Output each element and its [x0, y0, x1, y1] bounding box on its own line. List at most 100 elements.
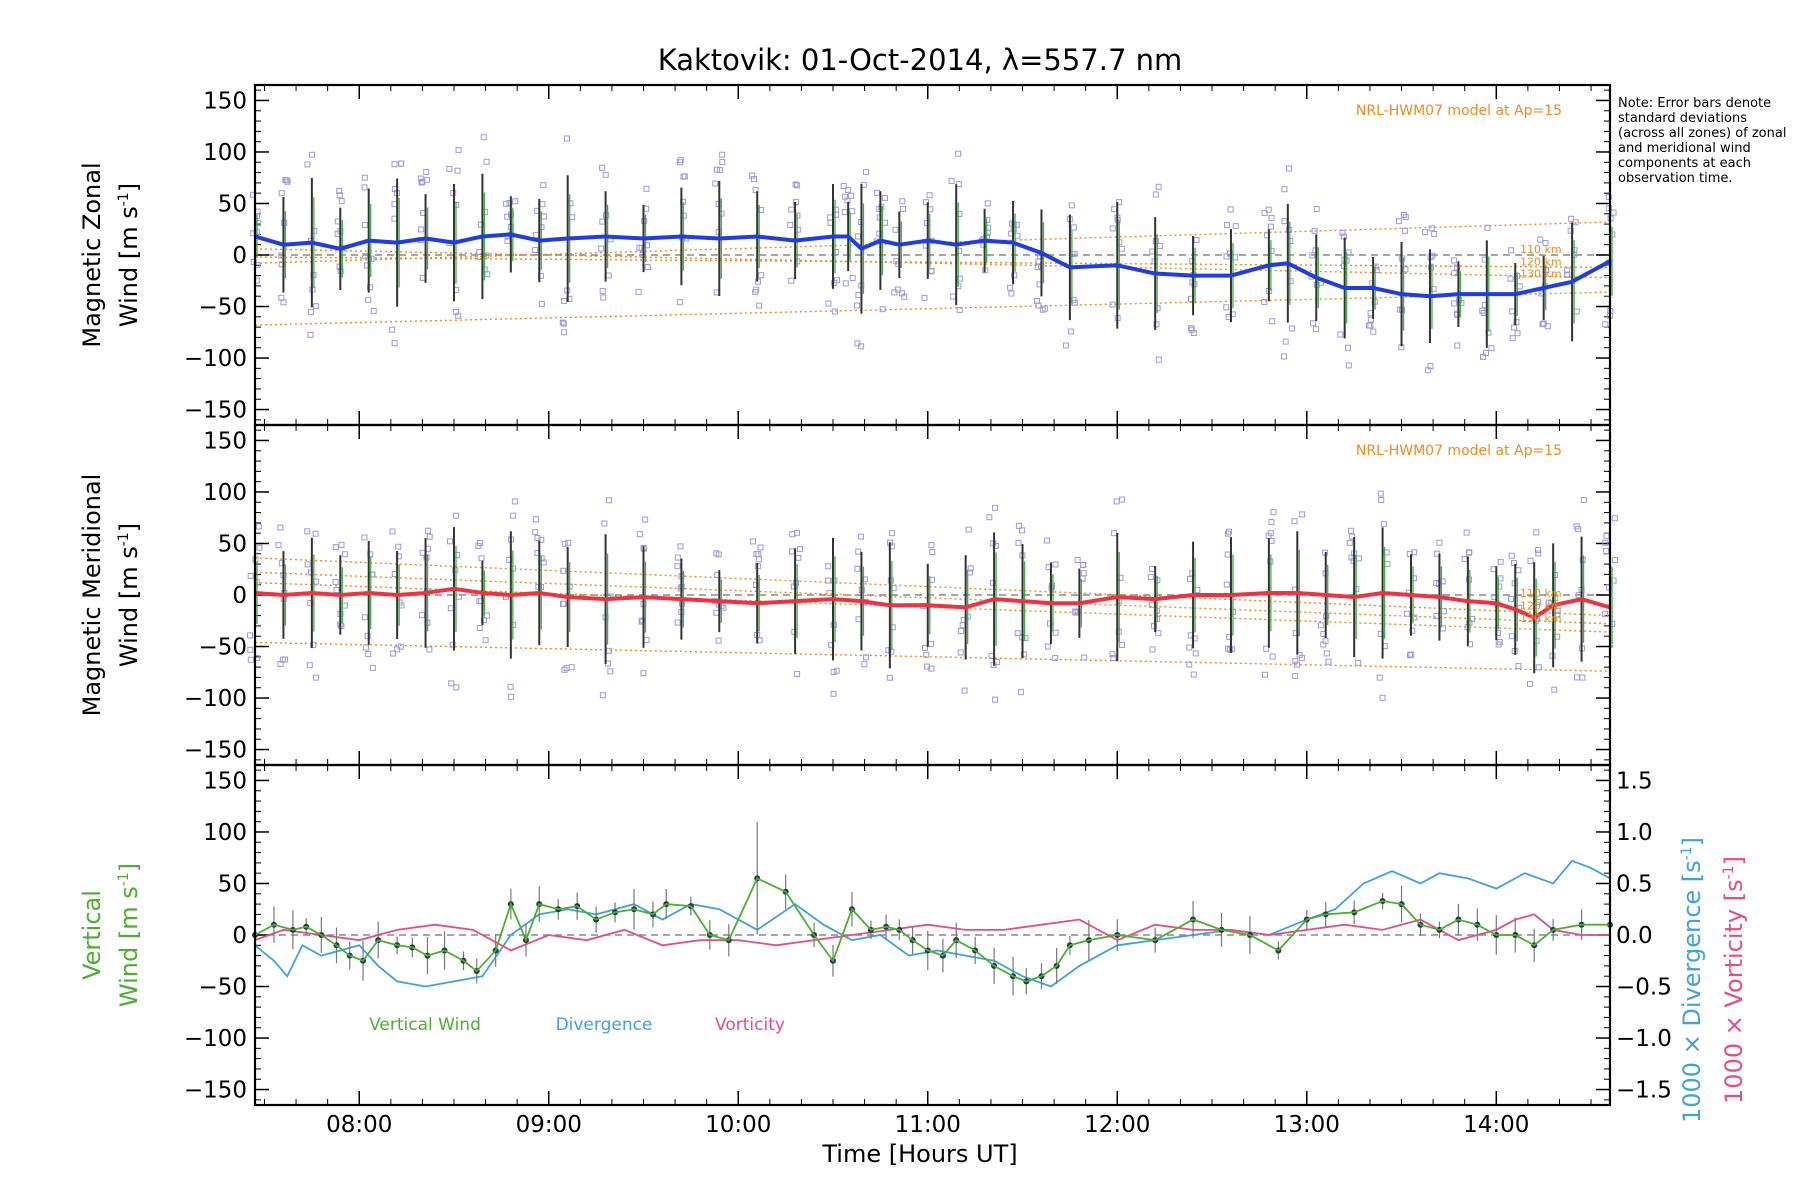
scatter-point [478, 555, 485, 562]
scatter-point [1309, 252, 1316, 259]
scatter-point [922, 199, 929, 206]
y2-tick-label: −0.5 [1616, 975, 1672, 1001]
chart-panels: 150 100 50 0 −50 −100 −150 Magnetic Zonal Wind [… [78, 83, 1748, 1123]
scatter-point [503, 200, 510, 207]
scatter-point [1291, 518, 1298, 525]
scatter-point [788, 277, 795, 284]
scatter-point [1377, 490, 1384, 497]
scatter-point [1602, 321, 1609, 328]
y-axis-label-line2: Wind [m s-1] [115, 863, 143, 1007]
scatter-point [862, 169, 869, 176]
scatter-point [714, 166, 721, 173]
scatter-point [1603, 548, 1610, 555]
y2-tick-label: 1.0 [1616, 820, 1653, 846]
scatter-point [928, 542, 935, 549]
scatter-point [1407, 652, 1414, 659]
scatter-point [601, 520, 608, 527]
y-tick-label: −150 [184, 738, 247, 764]
scatter-point [1186, 575, 1193, 582]
scatter-point [1579, 556, 1586, 563]
scatter-point [1488, 345, 1495, 352]
scatter-point [1074, 556, 1081, 563]
scatter-point [304, 528, 311, 535]
scatter-point [1313, 205, 1320, 212]
scatter-point [855, 548, 862, 555]
scatter-point [921, 644, 928, 651]
scatter-point [831, 308, 838, 315]
scatter-point [858, 343, 865, 350]
scatter-point [1507, 275, 1514, 282]
scatter-point [1110, 655, 1117, 662]
scatter-point [1568, 215, 1575, 222]
scatter-point [1325, 658, 1332, 665]
scatter-point [538, 536, 545, 543]
scatter-point [1410, 575, 1417, 582]
scatter-point [455, 147, 462, 154]
scatter-point [1411, 549, 1418, 556]
scatter-point [1227, 206, 1234, 213]
scatter-point [853, 302, 860, 309]
scatter-point [1190, 671, 1197, 678]
scatter-point [1397, 306, 1404, 313]
scatter-point [1428, 225, 1435, 232]
scatter-point [390, 650, 397, 657]
scatter-point [599, 164, 606, 171]
scatter-point [512, 198, 519, 205]
scatter-point [958, 627, 965, 634]
scatter-point [539, 201, 546, 208]
scatter-point [959, 622, 966, 629]
scatter-point [1602, 539, 1609, 546]
y-tick-label: 50 [218, 531, 247, 557]
scatter-point [1068, 202, 1075, 209]
scatter-point [307, 308, 314, 315]
scatter-point [417, 175, 424, 182]
scatter-point [1603, 532, 1610, 539]
scatter-point [312, 530, 319, 537]
scatter-point [795, 554, 802, 561]
scatter-point [1068, 328, 1075, 335]
scatter-point [1156, 242, 1163, 249]
scatter-point [842, 280, 849, 287]
scatter-point [278, 294, 285, 301]
scatter-point [1044, 537, 1051, 544]
scatter-point [1431, 230, 1438, 237]
scatter-point [749, 538, 756, 545]
scatter-point [832, 249, 839, 256]
scatter-point [370, 307, 377, 314]
scatter-point [713, 609, 720, 616]
scatter-point [1313, 326, 1320, 333]
scatter-point [1281, 186, 1288, 193]
y-tick-label: −50 [198, 635, 247, 661]
scatter-point [849, 275, 856, 282]
scatter-point [1011, 272, 1018, 279]
scatter-point [991, 504, 998, 511]
meridional-wind-line [254, 586, 1611, 620]
scatter-point [453, 684, 460, 691]
scatter-point [510, 512, 517, 519]
scatter-point [1451, 270, 1458, 277]
scatter-point [1527, 557, 1534, 564]
scatter-point [1286, 165, 1293, 172]
x-axis-label: Time [Hours UT] [821, 1140, 1017, 1168]
scatter-point [1542, 239, 1549, 246]
scatter-point [1430, 286, 1437, 293]
scatter-point [1052, 561, 1059, 568]
scatter-point [961, 687, 968, 694]
scatter-point [833, 206, 840, 213]
scatter-point [845, 186, 852, 193]
scatter-point [1605, 205, 1612, 212]
scatter-point [389, 326, 396, 333]
scatter-point [1403, 610, 1410, 617]
scatter-point [1373, 267, 1380, 274]
scatter-point [598, 245, 605, 252]
scatter-point [247, 572, 254, 579]
scatter-point [1119, 642, 1126, 649]
scatter-point [532, 529, 539, 536]
chart-title: Kaktovik: 01-Oct-2014, λ=557.7 nm [658, 43, 1183, 77]
scatter-point [1188, 326, 1195, 333]
scatter-point [643, 636, 650, 643]
y-tick-label: −50 [198, 975, 247, 1001]
scatter-point [1052, 629, 1059, 636]
scatter-point [1007, 284, 1014, 291]
scatter-point [882, 194, 889, 201]
